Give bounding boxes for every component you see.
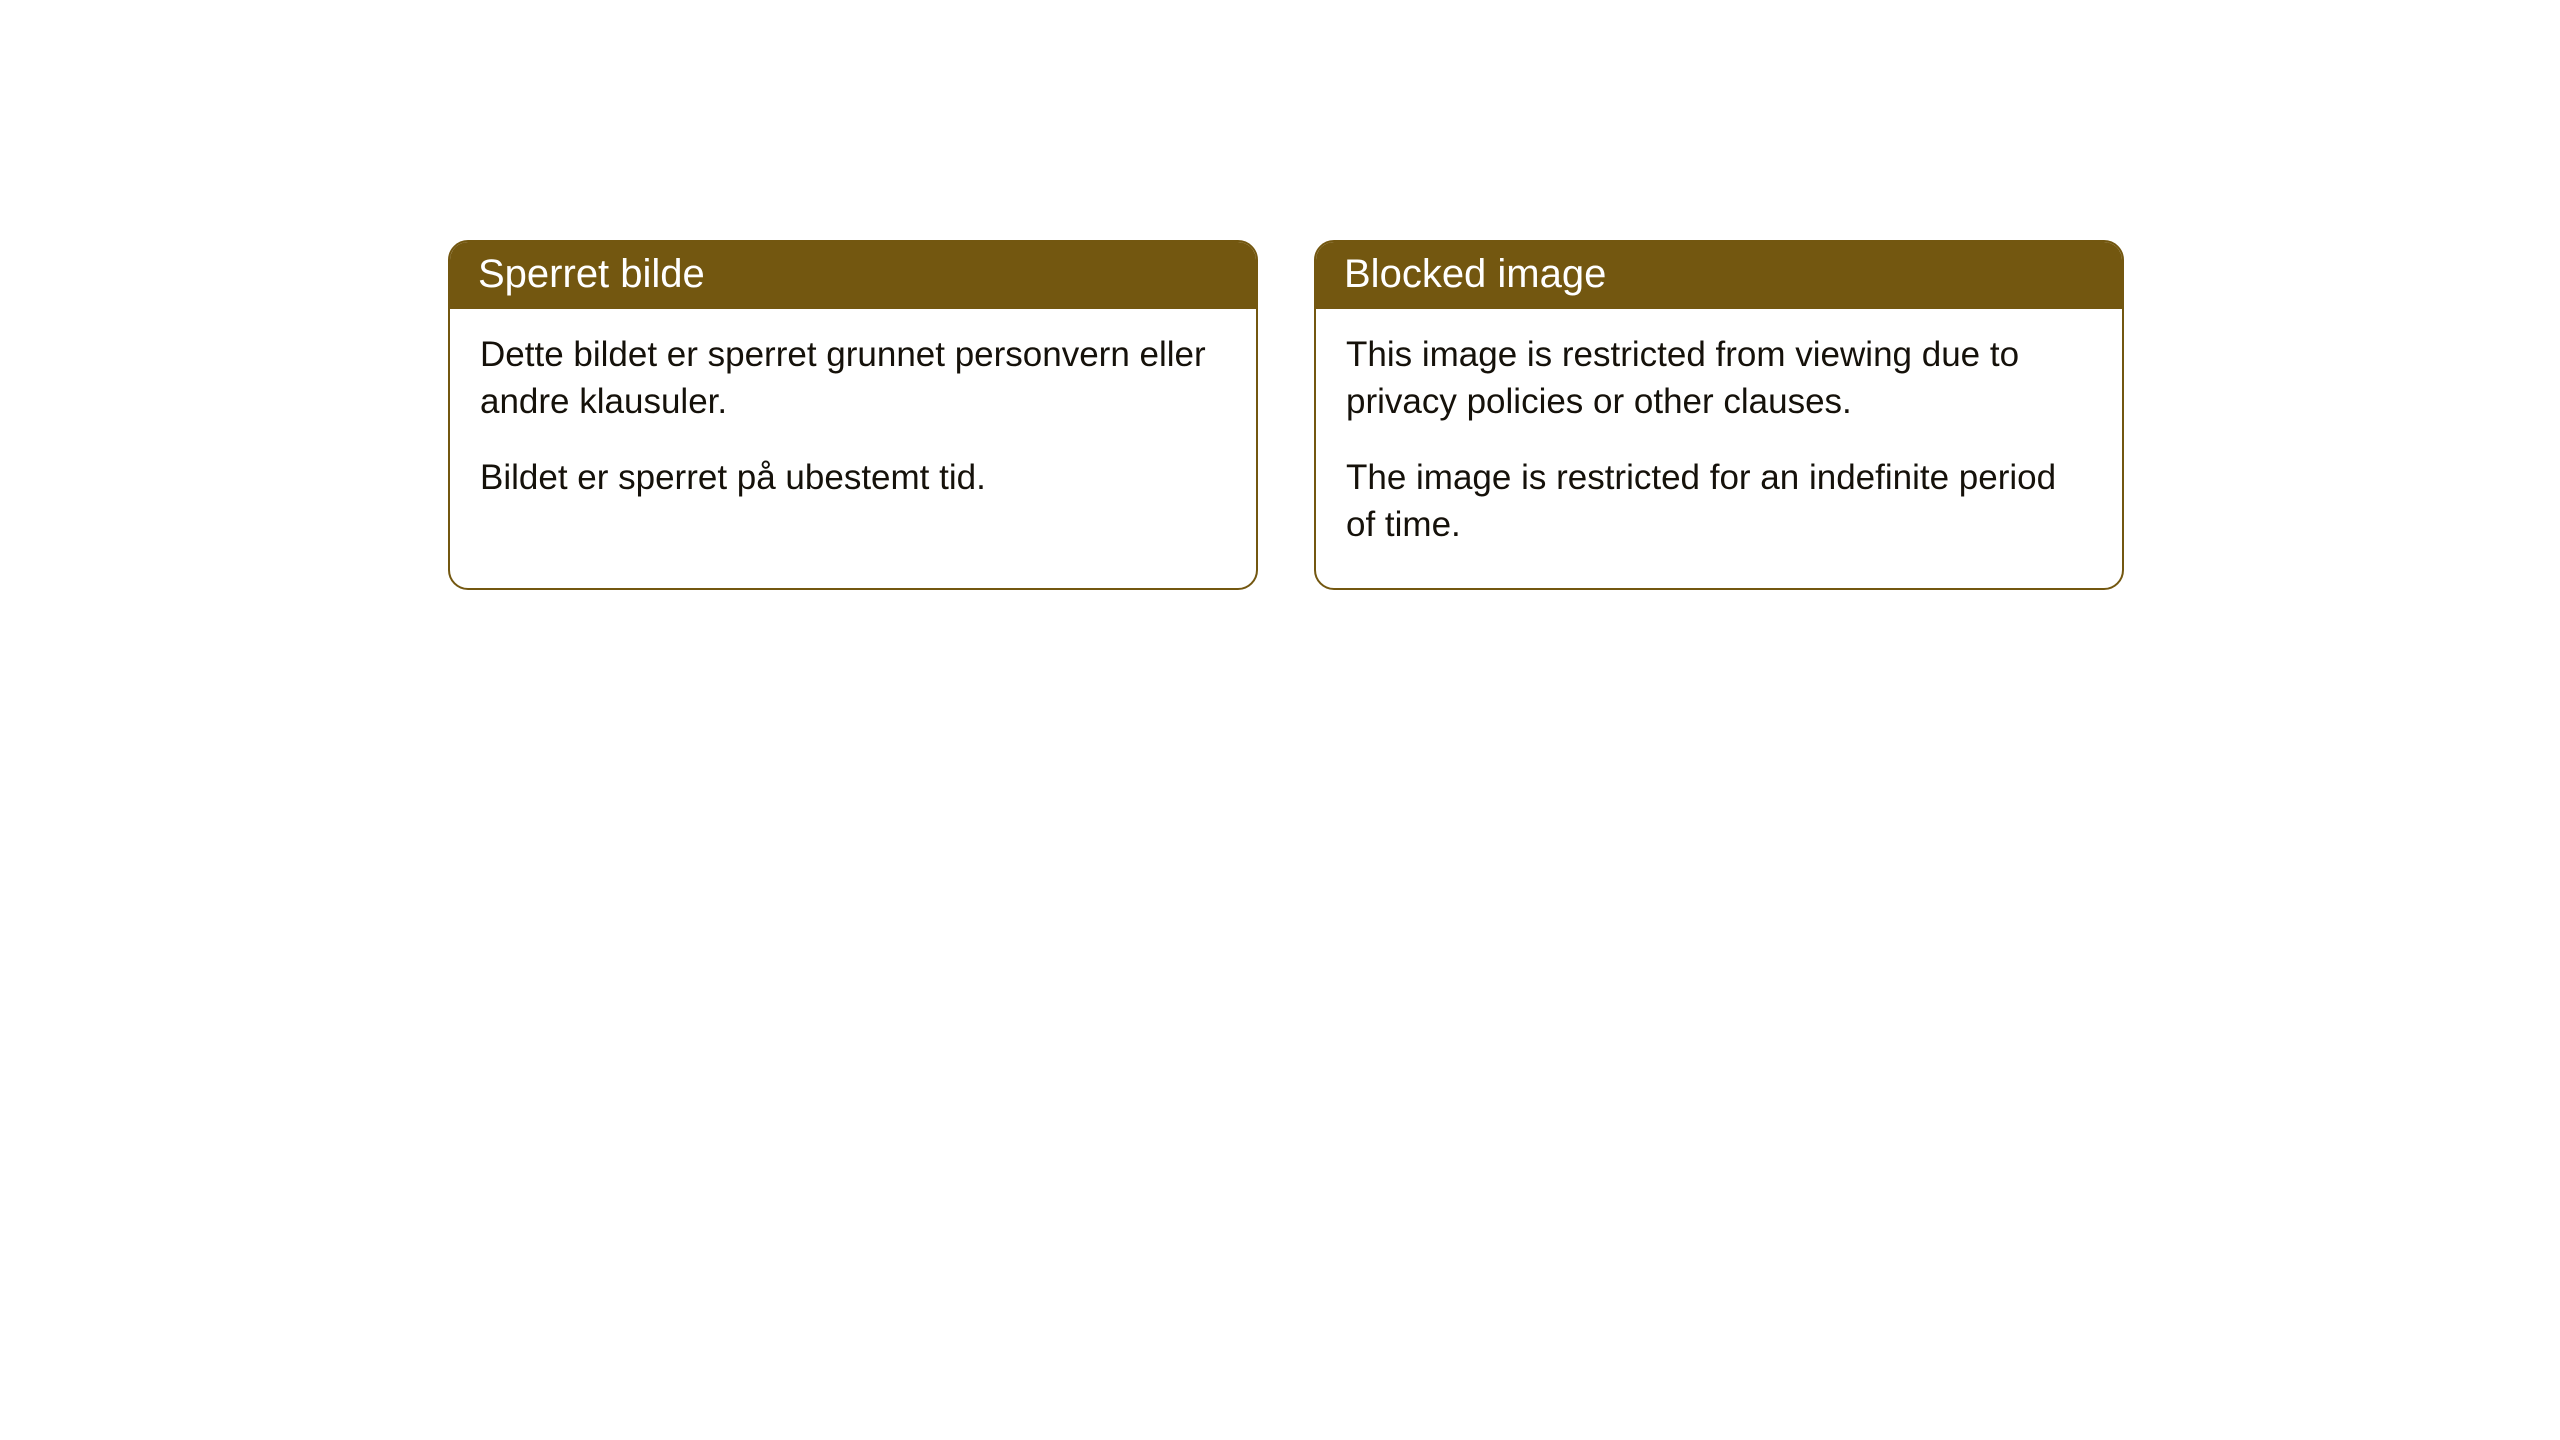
card-title: Sperret bilde (478, 252, 705, 296)
notice-card-english: Blocked image This image is restricted f… (1314, 240, 2124, 590)
notice-cards-container: Sperret bilde Dette bildet er sperret gr… (448, 240, 2124, 590)
card-paragraph: Dette bildet er sperret grunnet personve… (480, 331, 1226, 426)
card-paragraph: Bildet er sperret på ubestemt tid. (480, 454, 1226, 501)
card-body: This image is restricted from viewing du… (1316, 309, 2122, 588)
card-title: Blocked image (1344, 252, 1606, 296)
card-paragraph: The image is restricted for an indefinit… (1346, 454, 2092, 549)
notice-card-norwegian: Sperret bilde Dette bildet er sperret gr… (448, 240, 1258, 590)
card-paragraph: This image is restricted from viewing du… (1346, 331, 2092, 426)
card-body: Dette bildet er sperret grunnet personve… (450, 309, 1256, 541)
card-header: Sperret bilde (450, 242, 1256, 309)
card-header: Blocked image (1316, 242, 2122, 309)
